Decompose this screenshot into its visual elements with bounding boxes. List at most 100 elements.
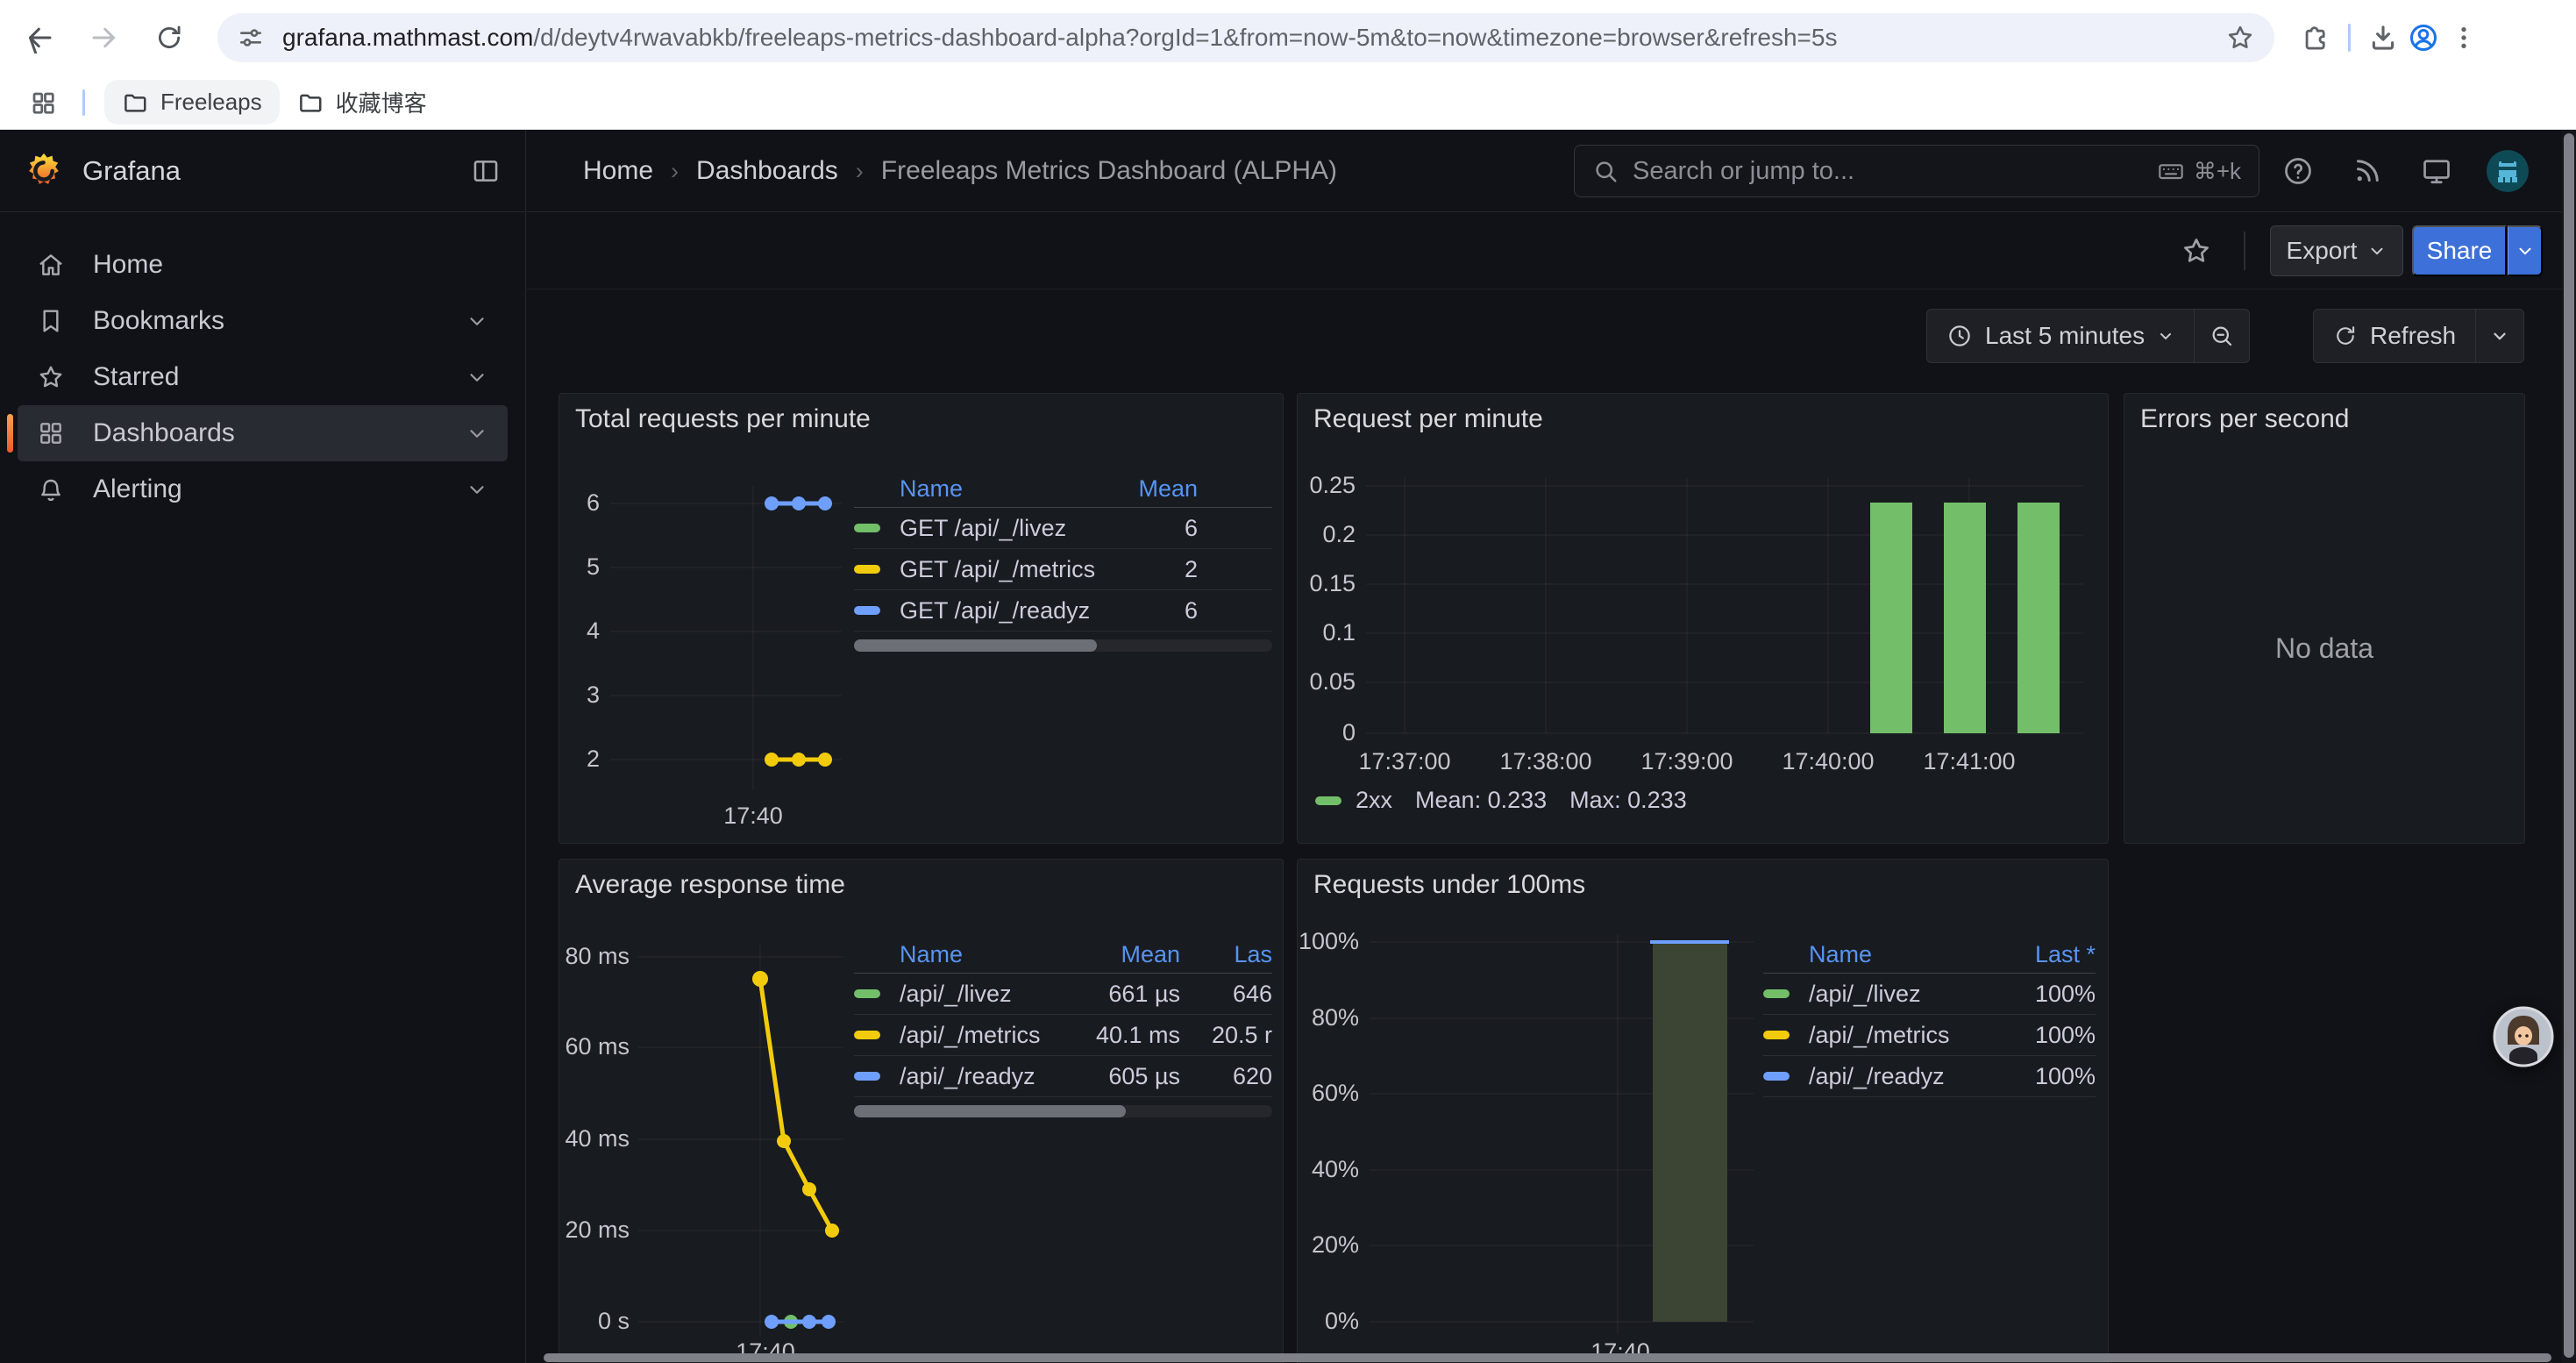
downloads-button[interactable] (2363, 18, 2403, 58)
series-last: 100% (2034, 1021, 2096, 1048)
apps-grid-icon (32, 92, 54, 114)
pill-spacer (854, 951, 880, 960)
chevron-down-icon[interactable] (466, 310, 488, 332)
y-tick: 0.15 (1309, 570, 1356, 596)
legend-row[interactable]: /api/_/metrics 40.1 ms 20.5 r (854, 1015, 1272, 1056)
bookmark-folder-freeleaps[interactable]: Freeleaps (104, 80, 280, 125)
legend-col-name[interactable]: Name (900, 475, 964, 502)
panel-total-requests[interactable]: Total requests per minute 6 5 4 3 2 17:4… (559, 393, 1284, 844)
legend-scroll-thumb[interactable] (854, 1105, 1127, 1117)
legend-row[interactable]: GET /api/_/readyz 6 (854, 590, 1272, 632)
sidebar-item-dashboards[interactable]: Dashboards (7, 405, 508, 461)
legend-table: Name Mean GET /api/_/livez 6 GET /api/_/… (854, 471, 1272, 652)
bookmark-folder-blogs[interactable]: 收藏博客 (280, 77, 445, 127)
chevron-down-icon[interactable] (466, 478, 488, 501)
legend-item-2xx[interactable]: 2xx (1315, 787, 1392, 814)
legend-row[interactable]: /api/_/livez 661 µs 646 (854, 974, 1272, 1015)
display-button[interactable] (2421, 155, 2452, 187)
export-button[interactable]: Export (2270, 225, 2403, 276)
legend-col-name[interactable]: Name (1809, 941, 1873, 967)
refresh-button[interactable]: Refresh (2314, 310, 2475, 362)
chevron-down-icon (2518, 247, 2531, 255)
bookmark-star-icon[interactable] (2225, 23, 2255, 53)
series-color-pill (854, 606, 880, 615)
toolbar-divider (2244, 232, 2245, 270)
panel-title: Errors per second (2140, 404, 2350, 433)
panel-errors-per-second[interactable]: Errors per second No data (2124, 393, 2525, 844)
help-button[interactable] (2282, 155, 2314, 187)
legend-col-name[interactable]: Name (900, 941, 964, 967)
chevron-down-icon[interactable] (466, 422, 488, 445)
panel-title: Total requests per minute (575, 404, 871, 433)
rss-icon (2357, 160, 2379, 182)
browser-reload-button[interactable] (149, 18, 189, 58)
collapse-sidebar-button[interactable] (471, 156, 501, 186)
legend: 2xx Mean: 0.233 Max: 0.233 (1315, 787, 1687, 814)
search-input[interactable]: Search or jump to... ⌘+k (1574, 145, 2259, 197)
legend-scroll-thumb[interactable] (854, 639, 1097, 652)
zoom-out-button[interactable] (2195, 310, 2249, 362)
legend-col-mean[interactable]: Mean (1138, 475, 1198, 502)
share-button[interactable]: Share (2412, 225, 2507, 276)
time-range-controls: Last 5 minutes (1926, 309, 2251, 363)
browser-forward-button[interactable] (84, 18, 125, 58)
extensions-button[interactable] (2295, 18, 2336, 58)
legend-header: Name Mean (854, 471, 1272, 508)
panel-requests-under-100ms[interactable]: Requests under 100ms 100% 80% 60% 40% 20… (1297, 859, 2109, 1363)
y-tick: 80 ms (565, 943, 630, 969)
legend-row[interactable]: GET /api/_/metrics 2 (854, 549, 1272, 590)
horizontal-scroll-thumb[interactable] (544, 1353, 2551, 1362)
url-domain: grafana.mathmast.com (282, 24, 534, 51)
legend-scrollbar[interactable] (854, 1105, 1272, 1117)
sidebar-item-alerting[interactable]: Alerting (18, 461, 508, 517)
legend-scrollbar[interactable] (854, 639, 1272, 652)
url-bar[interactable]: grafana.mathmast.com/d/deytv4rwavabkb/fr… (217, 13, 2274, 62)
legend-col-mean[interactable]: Mean (1121, 941, 1180, 967)
browser-menu-button[interactable] (2444, 18, 2484, 58)
vertical-scroll-thumb[interactable] (2564, 133, 2574, 1358)
breadcrumb-dashboards[interactable]: Dashboards (696, 156, 838, 185)
series-last: 100% (2034, 980, 2096, 1007)
user-avatar[interactable] (2487, 150, 2529, 192)
legend-row[interactable]: /api/_/readyz 100% (1763, 1056, 2096, 1097)
panel-request-per-minute[interactable]: Request per minute 0.25 0.2 0.15 0.1 0.0… (1297, 393, 2109, 844)
series-name: /api/_/readyz (1809, 1062, 1945, 1089)
profile-button[interactable] (2403, 18, 2444, 58)
chevron-down-icon (2160, 332, 2172, 339)
chevron-down-icon[interactable] (466, 366, 488, 389)
legend-row[interactable]: /api/_/livez 100% (1763, 974, 2096, 1015)
grafana-logo[interactable] (25, 152, 63, 190)
legend-col-last[interactable]: Las (1234, 941, 1272, 967)
series-color-pill (1763, 989, 1790, 998)
bookmark-label: 收藏博客 (335, 90, 427, 117)
legend-row[interactable]: /api/_/metrics 100% (1763, 1015, 2096, 1056)
legend-row[interactable]: GET /api/_/livez 6 (854, 508, 1272, 549)
time-range-picker[interactable]: Last 5 minutes (1927, 310, 2194, 362)
apps-shortcut-button[interactable] (23, 82, 63, 123)
sidebar-item-bookmarks[interactable]: Bookmarks (18, 293, 508, 349)
panel-title: Requests under 100ms (1313, 870, 1586, 899)
browser-back-button[interactable] (19, 18, 60, 58)
vertical-scrollbar[interactable] (2562, 130, 2576, 1363)
puzzle-icon (2305, 26, 2325, 50)
legend-col-last[interactable]: Last * (2034, 941, 2096, 967)
assistant-avatar[interactable] (2492, 1005, 2555, 1068)
favorite-dashboard-button[interactable] (2181, 235, 2212, 267)
news-button[interactable] (2352, 155, 2383, 187)
y-tick: 0 (1341, 719, 1356, 746)
panel-average-response-time[interactable]: Average response time 80 ms 60 ms 40 ms … (559, 859, 1284, 1363)
breadcrumb-home[interactable]: Home (583, 156, 654, 185)
refresh-interval-button[interactable] (2476, 310, 2523, 362)
series-name: GET /api/_/livez (900, 514, 1067, 541)
x-tick: 17:37:00 (1358, 748, 1451, 774)
series-color-pill (854, 1031, 880, 1039)
toolbar-divider (2348, 24, 2351, 52)
sidebar-item-starred[interactable]: Starred (18, 349, 508, 405)
series-mean: 605 µs (1108, 1062, 1180, 1089)
kebab-menu-icon (2461, 27, 2466, 48)
sidebar-nav: Home Bookmarks Starred Dashboards Alerti… (0, 212, 525, 517)
legend-row[interactable]: /api/_/readyz 605 µs 620 (854, 1056, 1272, 1097)
grafana-main: Home › Dashboards › Freeleaps Metrics Da… (527, 130, 2576, 1363)
sidebar-item-home[interactable]: Home (18, 237, 508, 293)
share-menu-button[interactable] (2508, 225, 2543, 276)
